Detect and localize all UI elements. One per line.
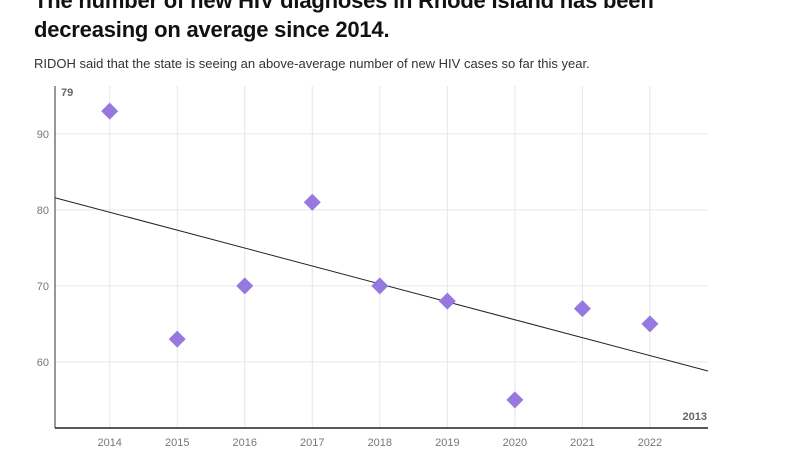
chart-title: The number of new HIV diagnoses in Rhode… xyxy=(34,0,654,42)
axis-min-annotation: 2013 xyxy=(683,411,707,423)
x-tick-label: 2016 xyxy=(233,437,257,449)
data-point-2019 xyxy=(438,292,456,310)
y-tick-label: 90 xyxy=(37,129,49,141)
x-tick-label: 2015 xyxy=(165,437,189,449)
y-tick-label: 80 xyxy=(37,205,49,217)
data-point-2015 xyxy=(168,330,186,348)
x-tick-label: 2019 xyxy=(435,437,459,449)
data-point-2017 xyxy=(303,193,321,211)
y-tick-label: 70 xyxy=(37,281,49,293)
x-tick-label: 2020 xyxy=(503,437,527,449)
data-point-2021 xyxy=(573,300,591,318)
chart-subtitle: RIDOH said that the state is seeing an a… xyxy=(34,56,590,71)
data-point-2018 xyxy=(371,277,389,295)
data-point-2020 xyxy=(506,391,524,409)
data-point-2016 xyxy=(236,277,254,295)
x-tick-label: 2018 xyxy=(368,437,392,449)
y-tick-label: 60 xyxy=(37,357,49,369)
data-point-2014 xyxy=(101,102,119,120)
data-point-2022 xyxy=(641,315,659,333)
x-tick-label: 2014 xyxy=(97,437,121,449)
x-tick-label: 2017 xyxy=(300,437,324,449)
axis-max-annotation: 79 xyxy=(61,87,73,99)
x-tick-label: 2021 xyxy=(570,437,594,449)
x-tick-label: 2022 xyxy=(638,437,662,449)
